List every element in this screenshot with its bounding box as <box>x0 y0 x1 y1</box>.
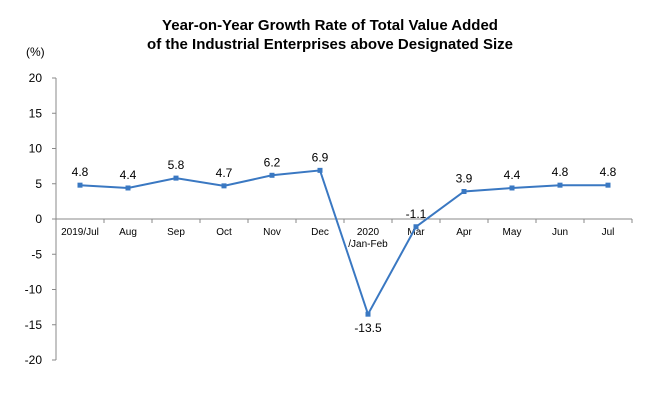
x-tick-label: Aug <box>119 227 137 238</box>
x-tick-label: 2019/Jul <box>61 227 99 238</box>
data-point <box>125 185 131 191</box>
axes <box>52 77 633 361</box>
x-tick-label: Oct <box>216 227 232 238</box>
data-label: 4.8 <box>600 165 617 179</box>
x-tick-label: Nov <box>263 227 281 238</box>
data-label: -13.5 <box>354 321 382 335</box>
data-point <box>269 172 275 178</box>
data-point <box>413 224 419 230</box>
y-tick-label: -10 <box>25 283 43 297</box>
data-label: 6.2 <box>264 155 281 169</box>
y-tick-label: 15 <box>29 106 43 120</box>
data-label: 4.8 <box>72 165 89 179</box>
data-label: 6.9 <box>312 150 329 164</box>
y-tick-label: 5 <box>35 177 42 191</box>
x-tick-label: May <box>503 227 522 238</box>
y-axis-unit: (%) <box>26 45 45 59</box>
x-tick-label: Apr <box>456 227 472 238</box>
y-tick-label: 20 <box>29 71 43 85</box>
data-label: 4.4 <box>504 168 521 182</box>
x-tick-label: 2020/Jan-Feb <box>348 227 388 250</box>
y-tick-label: -5 <box>31 247 42 261</box>
data-label: 4.8 <box>552 165 569 179</box>
y-tick-labels: 20 15 10 5 0 -5 -10 -15 -20 <box>25 71 43 367</box>
x-tick-label: Jun <box>552 227 568 238</box>
y-tick-label: 0 <box>35 212 42 226</box>
data-point <box>557 182 563 188</box>
data-point <box>173 175 179 181</box>
chart-title-line-2: of the Industrial Enterprises above Desi… <box>147 36 513 53</box>
x-tick-label: Sep <box>167 227 185 238</box>
data-point <box>605 182 611 188</box>
data-point <box>509 185 515 191</box>
data-point <box>461 189 467 195</box>
data-point <box>221 183 227 189</box>
data-label: 3.9 <box>456 172 473 186</box>
x-tick-label: Mar <box>407 227 425 238</box>
series-polyline <box>79 169 608 317</box>
series-line <box>77 167 611 317</box>
x-tick-label: Jul <box>602 227 615 238</box>
data-label: 5.8 <box>168 158 185 172</box>
x-tick-labels: 2019/Jul Aug Sep Oct Nov Dec 2020/Jan-Feb Mar Ap… <box>61 227 614 250</box>
chart-title-line-1: Year-on-Year Growth Rate of Total Value … <box>162 17 498 34</box>
y-tick-label: 10 <box>29 142 43 156</box>
data-label: 4.7 <box>216 166 233 180</box>
data-point <box>365 311 371 317</box>
y-tick-label: -15 <box>25 318 43 332</box>
y-tick-label: -20 <box>25 353 43 367</box>
data-point <box>317 167 323 173</box>
data-label: 4.4 <box>120 168 137 182</box>
data-point <box>77 182 83 188</box>
data-label: -1.1 <box>406 207 427 221</box>
x-tick-label: Dec <box>311 227 329 238</box>
data-labels: 4.8 4.4 5.8 4.7 6.2 6.9 -13.5 -1.1 3.9 4.4 4.8 4.8 <box>72 150 617 335</box>
